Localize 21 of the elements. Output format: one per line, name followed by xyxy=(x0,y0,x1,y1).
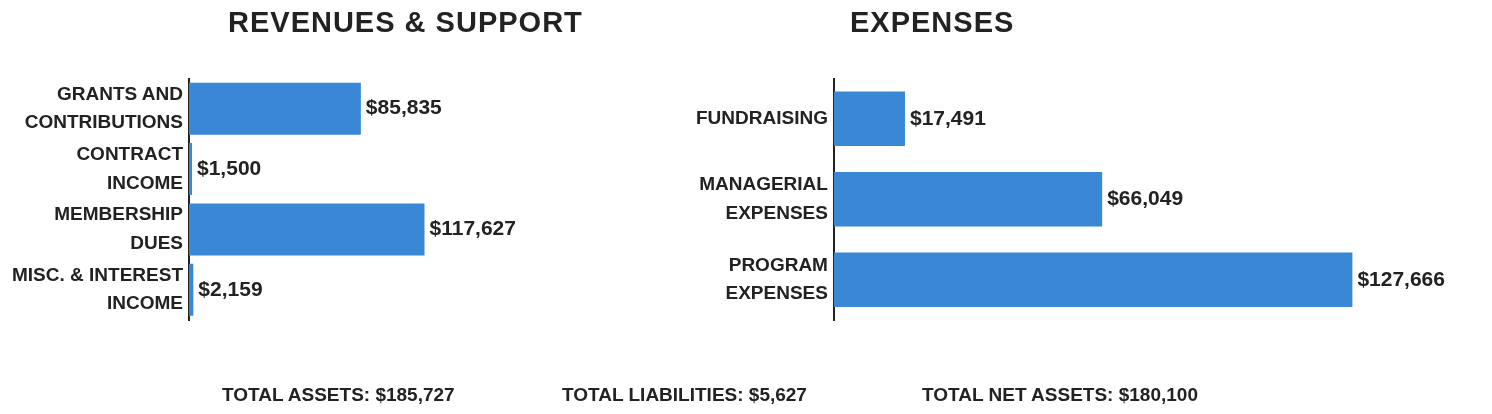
data-label: $66,049 xyxy=(1107,186,1184,210)
text: TOTAL LIABILITIES: $5,627 xyxy=(562,384,807,406)
data-label: $117,627 xyxy=(429,216,516,240)
data-label: $2,159 xyxy=(198,276,263,300)
text: TOTAL ASSETS: $185,727 xyxy=(222,384,455,406)
data-label: $85,835 xyxy=(365,95,443,119)
bar xyxy=(189,203,425,256)
y-tick-label: PROGRAM EXPENSES xyxy=(725,253,828,304)
y-tick-label: MISC. & INTEREST INCOME xyxy=(11,263,184,314)
y-tick-label: GRANTS AND CONTRIBUTIONS xyxy=(24,82,184,133)
bar xyxy=(189,82,361,135)
y-tick-label: FUNDRAISING xyxy=(695,106,828,128)
y-tick-label: CONTRACT INCOME xyxy=(76,143,184,193)
text: TOTAL NET ASSETS: $180,100 xyxy=(922,384,1198,406)
data-label: $17,491 xyxy=(909,105,987,129)
chart-title: REVENUES & SUPPORT xyxy=(227,5,584,40)
data-label: $127,666 xyxy=(1357,266,1445,290)
data-label: $1,500 xyxy=(197,155,262,179)
chart-title: EXPENSES xyxy=(849,5,1016,40)
y-tick-label: MEMBERSHIP DUES xyxy=(54,203,184,253)
y-tick-label: MANAGERIAL EXPENSES xyxy=(699,173,829,223)
